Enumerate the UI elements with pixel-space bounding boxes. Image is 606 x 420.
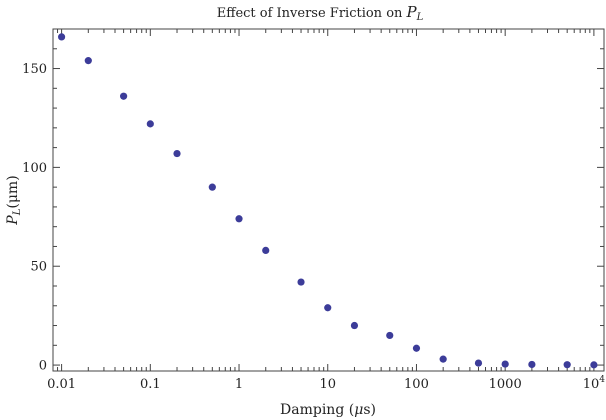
y-axis-label: PL(μm) [5,175,23,225]
y-tick-label: 0 [39,359,47,374]
data-point [563,361,571,369]
chart-title: Effect of Inverse Friction on PL [217,3,424,23]
y-tick-label: 50 [30,260,47,275]
data-point [350,321,359,330]
x-axis-label: Damping (μs) [280,402,376,418]
x-tick-label: 10 [319,377,336,392]
data-point [528,360,536,369]
data-point [474,359,483,367]
data-points [57,33,598,369]
data-point [120,92,128,100]
data-point [84,57,92,65]
data-point [324,304,332,312]
y-tick-label: 150 [22,62,47,77]
data-point [146,120,154,128]
data-point [501,360,509,368]
data-point [235,215,243,223]
x-tick-label: 1 [235,377,243,392]
data-point [412,344,421,352]
x-tick-label: 100 [404,377,429,392]
x-tick-label: 0.01 [47,377,76,392]
tick-labels: 0.01 0.1 1 10 100 1000 104 0 50 100 150 [22,62,605,392]
data-point [439,355,447,363]
data-point [386,331,394,340]
axis-ticks [52,29,604,371]
x-tick-label: 104 [583,375,606,392]
data-point [262,246,270,255]
data-point [590,361,598,369]
x-tick-label: 0.1 [140,377,161,392]
y-tick-label: 100 [22,161,47,176]
plot-frame [52,28,605,372]
data-point [208,183,216,191]
data-point [297,278,305,286]
data-point [173,149,181,158]
x-tick-label: 1000 [489,377,522,392]
data-point [57,33,66,41]
